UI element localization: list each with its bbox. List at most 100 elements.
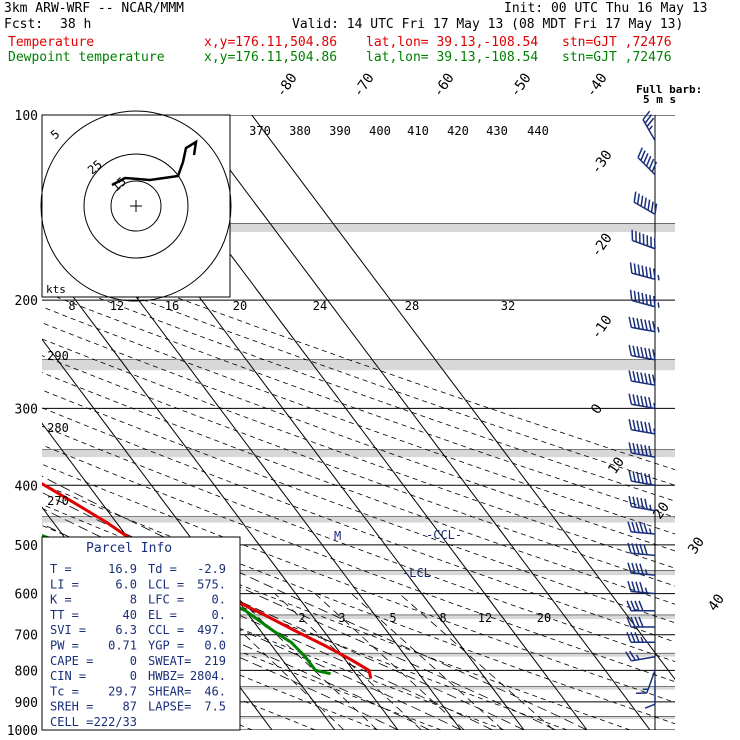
parcel-info-key: Tc = [50, 684, 79, 698]
dry-adiabat-line [42, 592, 379, 730]
wind-barb-flag [628, 442, 633, 454]
parcel-info-value: 0.71 [108, 639, 137, 653]
hodograph-speed-label: 32 [501, 299, 515, 313]
parcel-info-key: SREH = [50, 700, 93, 714]
pressure-band [42, 223, 675, 233]
parcel-info-value: 7.5 [204, 700, 226, 714]
wind-barb-flag [628, 370, 633, 382]
dry-adiabat-line [42, 338, 675, 569]
wind-barb [628, 316, 660, 333]
pressure-band [42, 516, 675, 523]
wind-barb-flag [640, 150, 646, 161]
wind-barbs [625, 110, 660, 709]
wind-barb-flag [640, 318, 644, 330]
wind-barb [628, 370, 656, 386]
wind-barb-flag [632, 345, 637, 357]
wind-barb-flag [654, 203, 658, 215]
isotherm-tick-label: -70 [350, 70, 378, 100]
dry-adiabat-line [42, 322, 675, 552]
wind-barb [626, 631, 655, 644]
wind-barb-flag [632, 317, 637, 329]
hodograph-speed-label: 12 [110, 299, 124, 313]
hodograph-speed-label: 28 [405, 299, 419, 313]
moist-adiabat-line [42, 491, 556, 730]
wind-barb-flag [636, 471, 640, 483]
wind-barb-flag [632, 394, 637, 406]
ccl-label: -CCL- [426, 528, 462, 542]
wind-barb-flag [648, 397, 652, 408]
theta-tick-label: 420 [447, 124, 469, 138]
wind-barb-flag [642, 110, 651, 121]
wind-barb [631, 229, 656, 250]
wind-barb [626, 616, 655, 628]
wind-barb-flag [643, 197, 647, 209]
wind-barb [636, 670, 656, 695]
m-label: M [334, 529, 341, 543]
wind-barb-flag [644, 396, 648, 408]
pressure-tick-label: 900 [15, 696, 38, 711]
wind-barb-flag [648, 473, 652, 485]
wind-barb-flag [640, 472, 644, 484]
hodograph-trace [111, 139, 198, 187]
wind-barb-flag [640, 421, 644, 432]
isotherm-tick-label: -40 [583, 70, 611, 100]
grid-lines [42, 115, 675, 730]
theta-tick-label: 280 [47, 421, 69, 435]
wind-barb-flag [630, 600, 636, 612]
parcel-info-title: Parcel Info [86, 541, 172, 556]
wind-barb [628, 393, 656, 410]
isotherm-tick-label: -20 [588, 230, 616, 260]
hodograph-speed-label: 24 [313, 299, 327, 313]
wind-barb-flag [636, 394, 640, 406]
wind-barb-flag [639, 563, 644, 575]
parcel-info-value: 0 [130, 669, 137, 683]
wind-barb-flag [628, 650, 636, 661]
pressure-band [42, 614, 675, 620]
wind-barb-flag [652, 320, 656, 332]
hodograph-speed-label: 8 [68, 299, 75, 313]
parcel-info-key: SVI = [50, 623, 86, 637]
pressure-tick-label: 500 [15, 539, 38, 554]
location-xy-dew: x,y=176.11,504.86 [204, 50, 338, 65]
wind-barb-flag [644, 421, 648, 433]
forecast-hours: 38 h [60, 17, 92, 32]
wind-barb [628, 495, 656, 512]
forecast-label: Fcst: [4, 17, 44, 32]
wind-barb [626, 600, 655, 612]
hodograph-ring [110, 180, 162, 232]
wind-barb-flag [632, 442, 637, 454]
wind-barb-flag [633, 263, 637, 275]
wind-barb-flag [651, 161, 658, 173]
theta-tick-label: 380 [289, 124, 311, 138]
wind-barb [629, 289, 660, 308]
legend-dewpoint: Dewpoint temperature [8, 50, 165, 65]
parcel-info-value: 6.3 [115, 623, 137, 637]
wind-barb-flag [644, 445, 648, 456]
parcel-info-key: PW = [50, 639, 79, 653]
parcel-info-value: 6.0 [115, 577, 137, 591]
location-latlon-dew: lat,lon= 39.13,-108.54 [366, 50, 539, 65]
wind-barb-flag [653, 428, 656, 435]
isotherm-tick-label: -30 [588, 147, 616, 177]
isotherm-tick-label: -60 [430, 70, 458, 100]
wind-barb-flag [634, 631, 640, 643]
parcel-info-value: 0. [212, 608, 226, 622]
parcel-info-key: CELL = [50, 715, 93, 729]
pressure-tick-label: 200 [15, 294, 38, 309]
theta-tick-label: 290 [47, 349, 69, 363]
full-barb-value: 5 m s [643, 93, 676, 106]
wind-barb-flag [634, 616, 640, 628]
wind-barb-flag [652, 268, 656, 280]
wind-barb [633, 191, 658, 215]
wind-barb-flag [630, 631, 636, 643]
wind-barb-flag [648, 373, 652, 385]
pressure-band [42, 570, 675, 576]
isotherm-tick-label: 0 [588, 401, 606, 417]
wind-barb-flag [652, 295, 656, 307]
wind-barb-flag [636, 371, 640, 383]
mixing-ratio-line [314, 593, 465, 730]
wind-barb [627, 562, 656, 576]
wind-barb-flag [643, 522, 648, 534]
isotherm-line [42, 338, 336, 730]
wind-barb-flag [636, 318, 640, 329]
